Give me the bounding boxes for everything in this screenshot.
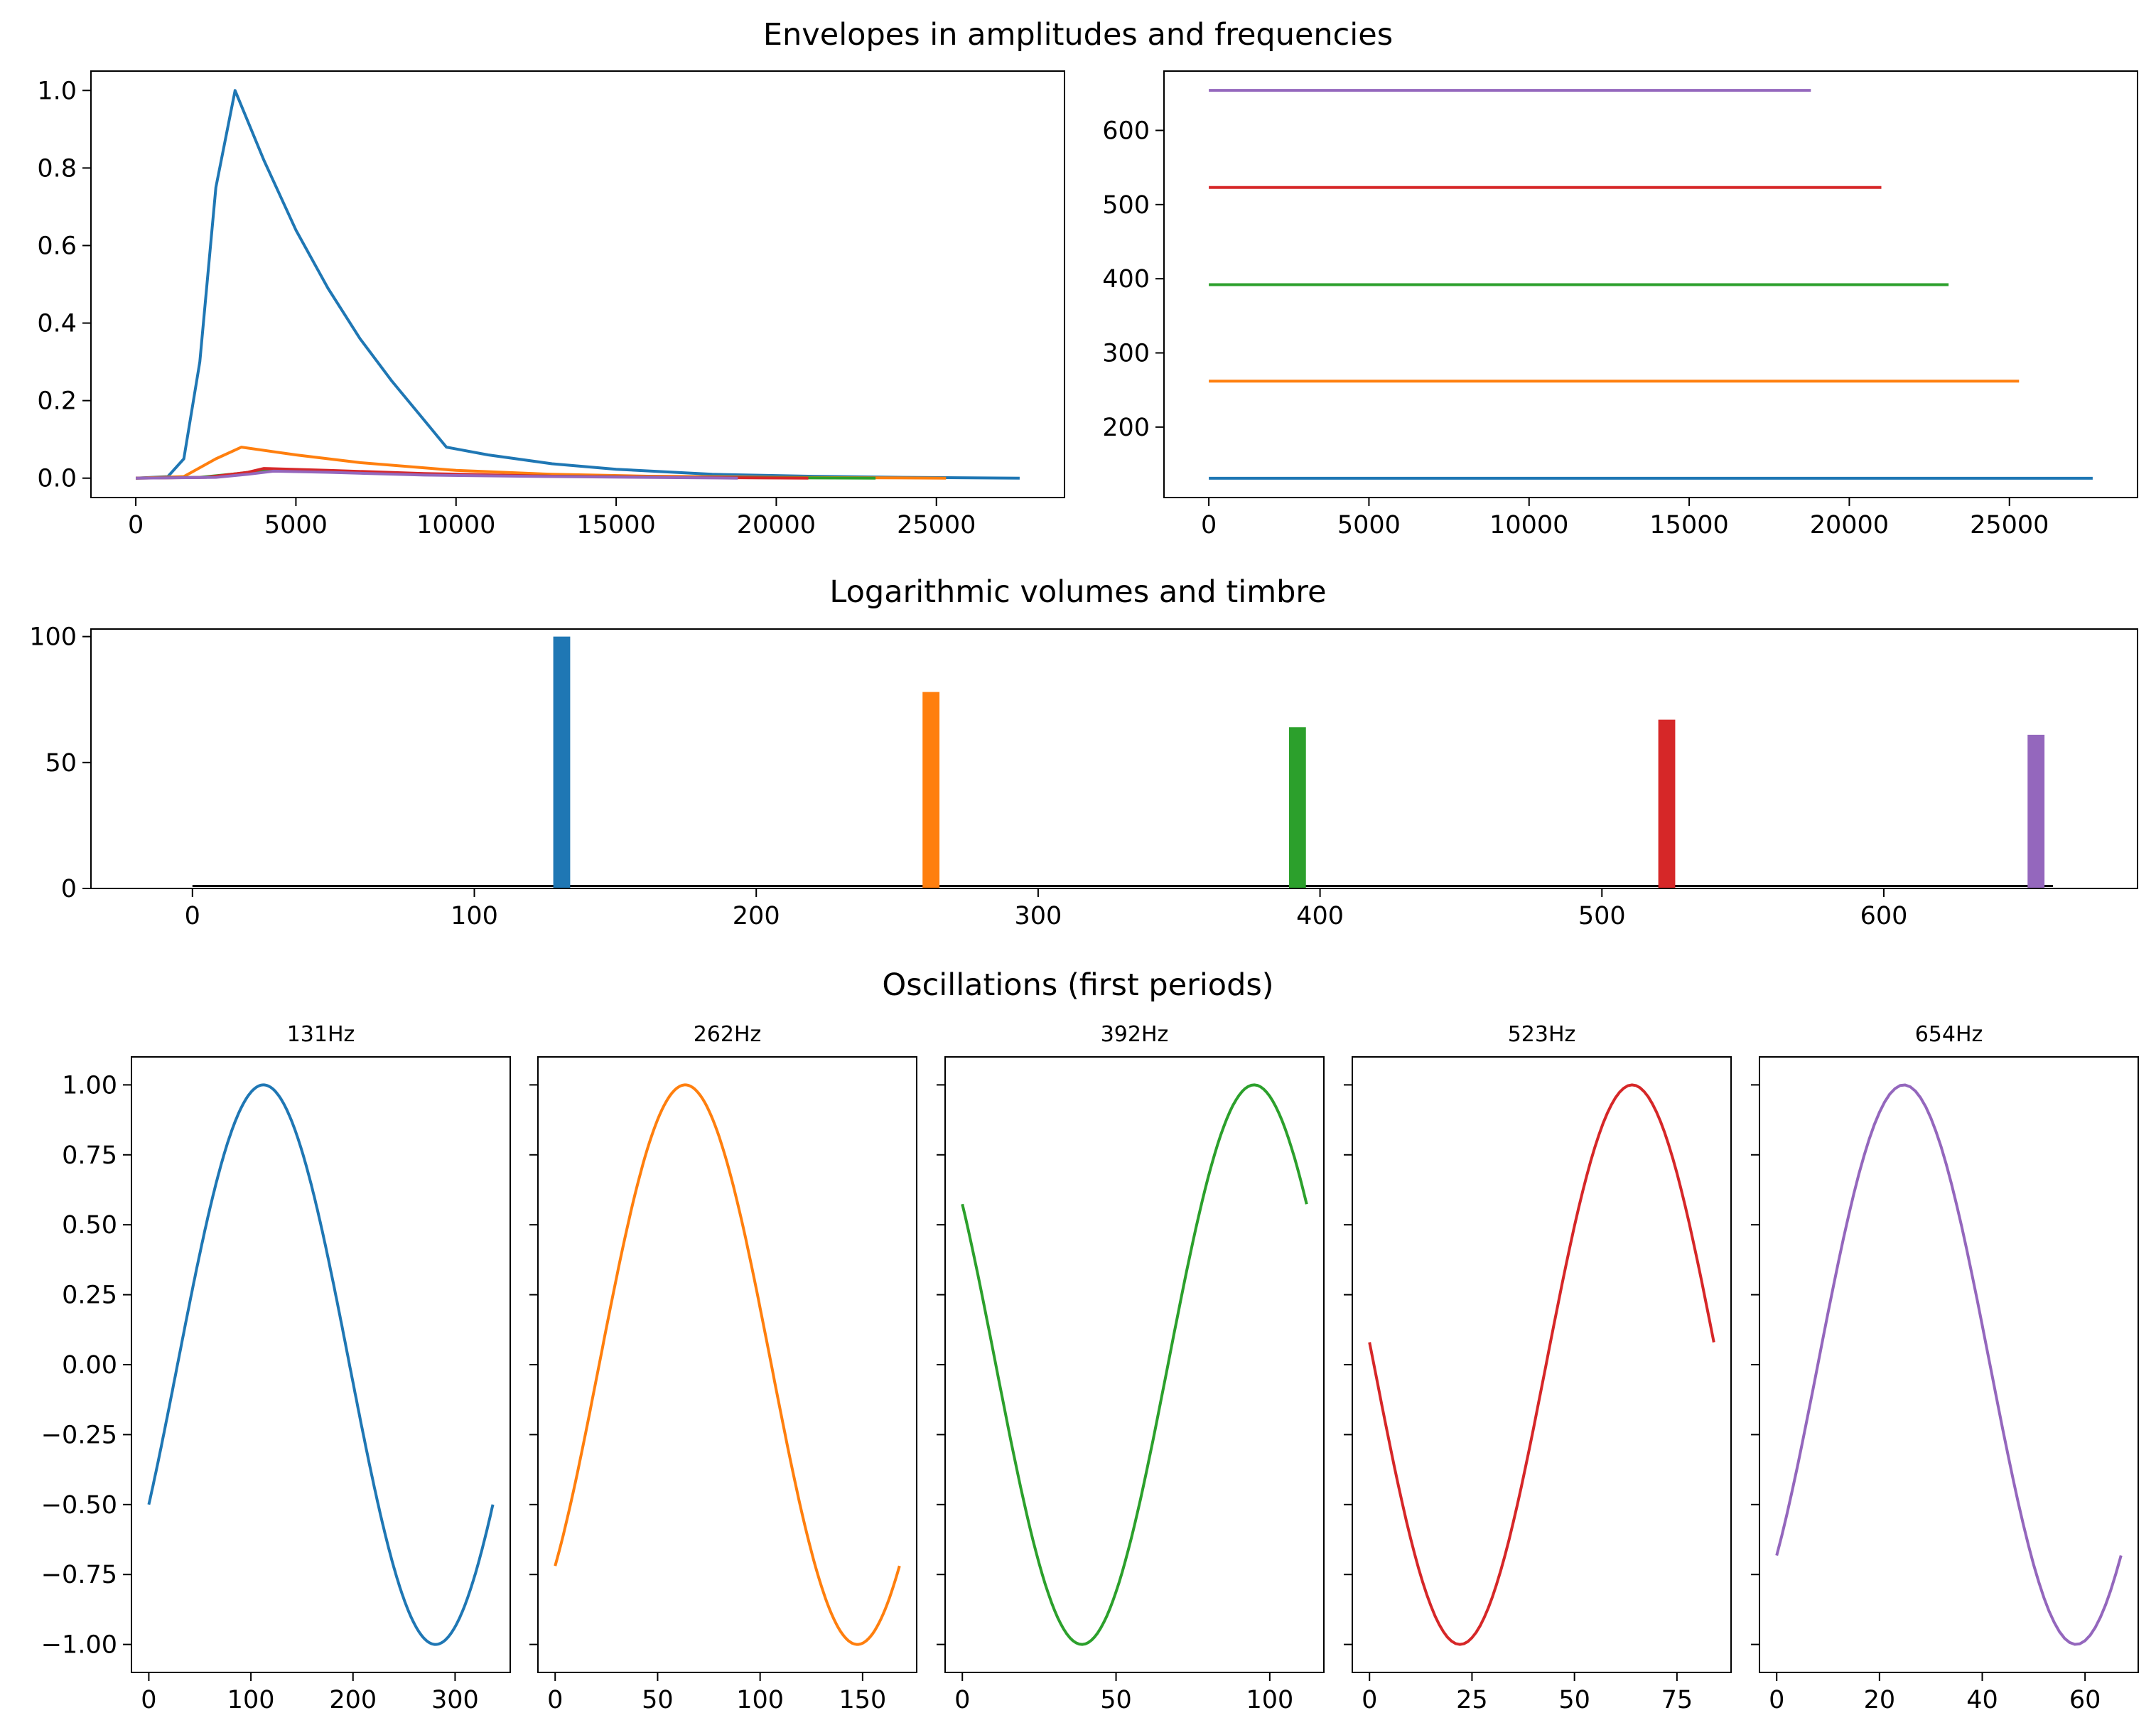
y-tick-label: 0.8 — [37, 154, 77, 183]
oscillation-line-1 — [147, 1083, 495, 1646]
axes-frame — [1163, 70, 2138, 498]
x-tick-label: 50 — [1558, 1686, 1590, 1714]
axes-frame — [1352, 1056, 1732, 1673]
x-tick-label: 200 — [733, 902, 780, 930]
y-tick-label: 0.6 — [37, 232, 77, 260]
x-tick-label: 5000 — [1337, 511, 1401, 539]
amplitude-envelopes: 0 5000 10000 15000 20000 25000 0.0 0.2 0.4 0.6 0.8… — [37, 70, 1065, 539]
x-tick-label: 100 — [736, 1686, 784, 1714]
y-tick-label: 50 — [45, 749, 77, 778]
x-tick-label: 0 — [1201, 511, 1217, 539]
x-tick-label: 25 — [1456, 1686, 1488, 1714]
y-tick-label: 1.00 — [62, 1071, 117, 1100]
oscillation-title-4: 523Hz — [1508, 1022, 1576, 1047]
oscillation-line-5 — [1775, 1083, 2123, 1646]
axes-frame — [944, 1056, 1325, 1673]
y-tick-label: −0.75 — [41, 1561, 117, 1589]
x-tick-label: 300 — [1014, 902, 1062, 930]
axes-frame — [90, 628, 2138, 889]
x-tick-label: 20000 — [1810, 511, 1889, 539]
x-tick-label: 200 — [329, 1686, 377, 1714]
x-tick-label: 400 — [1296, 902, 1344, 930]
x-tick-label: 25000 — [1970, 511, 2049, 539]
volume-bar-4 — [1658, 719, 1676, 888]
oscillation-panel-1: 0 100 200 300 −1.00 −0.75 −0.50 −0.25 0.00 0.25 0.… — [41, 1022, 511, 1714]
plots: 0 5000 10000 15000 20000 250000.00.20.40.60.8… — [29, 70, 2139, 1714]
y-tick-label: −0.25 — [41, 1421, 117, 1449]
y-tick-label: −1.00 — [41, 1631, 117, 1660]
oscillation-line-3 — [961, 1083, 1308, 1646]
x-tick-label: 100 — [451, 902, 498, 930]
x-tick-label: 10000 — [1489, 511, 1568, 539]
log-volumes: 0 100 200 300 400 500 600 0 50 100 — [29, 623, 2138, 930]
oscillation-title-3: 392Hz — [1101, 1022, 1169, 1047]
y-tick-label: 0.4 — [37, 310, 77, 338]
y-tick-label: 0.50 — [62, 1211, 117, 1240]
axes-frame — [1759, 1056, 2139, 1673]
axes-frame — [90, 70, 1065, 498]
x-tick-label: 0 — [1362, 1686, 1377, 1714]
x-tick-label: 40 — [1966, 1686, 1998, 1714]
x-tick-label: 100 — [227, 1686, 275, 1714]
y-tick-label: 600 — [1102, 117, 1150, 145]
x-tick-label: 500 — [1578, 902, 1626, 930]
row2-title: Logarithmic volumes and timbre — [829, 574, 1326, 610]
row1-title: Envelopes in amplitudes and frequencies — [763, 17, 1393, 53]
x-tick-label: 0 — [128, 511, 144, 539]
volume-bar-2 — [922, 692, 940, 888]
oscillation-line-2 — [554, 1083, 901, 1646]
y-tick-label: 0.25 — [62, 1282, 117, 1310]
x-tick-label: 0 — [1769, 1686, 1784, 1714]
x-tick-label: 50 — [642, 1686, 674, 1714]
volume-bar-3 — [1288, 727, 1306, 888]
y-tick-label: 200 — [1102, 414, 1150, 442]
oscillation-panel-2: 0 50 100 150 262Hz — [529, 1022, 917, 1714]
y-tick-label: 300 — [1102, 340, 1150, 368]
y-tick-label: 0.75 — [62, 1141, 117, 1170]
axes-frame — [537, 1056, 917, 1673]
x-tick-label: 0 — [141, 1686, 156, 1714]
x-tick-label: 60 — [2069, 1686, 2101, 1714]
x-tick-label: 300 — [431, 1686, 479, 1714]
frequency-envelopes: 0 5000 10000 15000 20000 25000 200 300 400 500 600 — [1102, 70, 2138, 539]
x-tick-label: 20 — [1864, 1686, 1896, 1714]
x-tick-label: 15000 — [576, 511, 655, 539]
volume-bar-1 — [553, 636, 571, 888]
x-tick-label: 25000 — [897, 511, 976, 539]
x-tick-label: 0 — [547, 1686, 563, 1714]
amplitude-line-1 — [136, 89, 1020, 480]
x-tick-label: 50 — [1100, 1686, 1132, 1714]
volume-bar-5 — [2027, 734, 2045, 888]
x-tick-label: 100 — [1246, 1686, 1293, 1714]
oscillation-title-1: 131Hz — [287, 1022, 355, 1047]
y-tick-label: 100 — [29, 623, 77, 652]
oscillation-panel-3: 0 50 100 392Hz — [937, 1022, 1325, 1714]
x-tick-label: 0 — [954, 1686, 970, 1714]
x-tick-label: 20000 — [737, 511, 816, 539]
y-tick-label: 400 — [1102, 265, 1150, 294]
oscillation-title-2: 262Hz — [694, 1022, 762, 1047]
y-tick-label: −0.50 — [41, 1491, 117, 1520]
x-tick-label: 10000 — [416, 511, 495, 539]
oscillation-title-5: 654Hz — [1915, 1022, 1983, 1047]
amplitude-line-5 — [136, 469, 738, 480]
oscillation-line-4 — [1368, 1083, 1715, 1646]
x-tick-label: 0 — [185, 902, 200, 930]
oscillation-panel-5: 0 20 40 60 654Hz — [1751, 1022, 2139, 1714]
y-tick-label: 0.0 — [37, 465, 77, 493]
x-tick-label: 5000 — [264, 511, 328, 539]
x-tick-label: 150 — [839, 1686, 886, 1714]
x-tick-label: 75 — [1661, 1686, 1693, 1714]
x-tick-label: 600 — [1860, 902, 1908, 930]
axes-frame — [131, 1056, 511, 1673]
y-tick-label: 1.0 — [37, 77, 77, 105]
x-tick-label: 15000 — [1649, 511, 1728, 539]
y-tick-label: 0.2 — [37, 387, 77, 416]
row3-title: Oscillations (first periods) — [882, 967, 1273, 1003]
y-tick-label: 500 — [1102, 191, 1150, 220]
oscillation-panel-4: 0 25 50 75 523Hz — [1344, 1022, 1732, 1714]
y-tick-label: 0.00 — [62, 1351, 117, 1380]
y-tick-label: 0 — [61, 875, 77, 903]
